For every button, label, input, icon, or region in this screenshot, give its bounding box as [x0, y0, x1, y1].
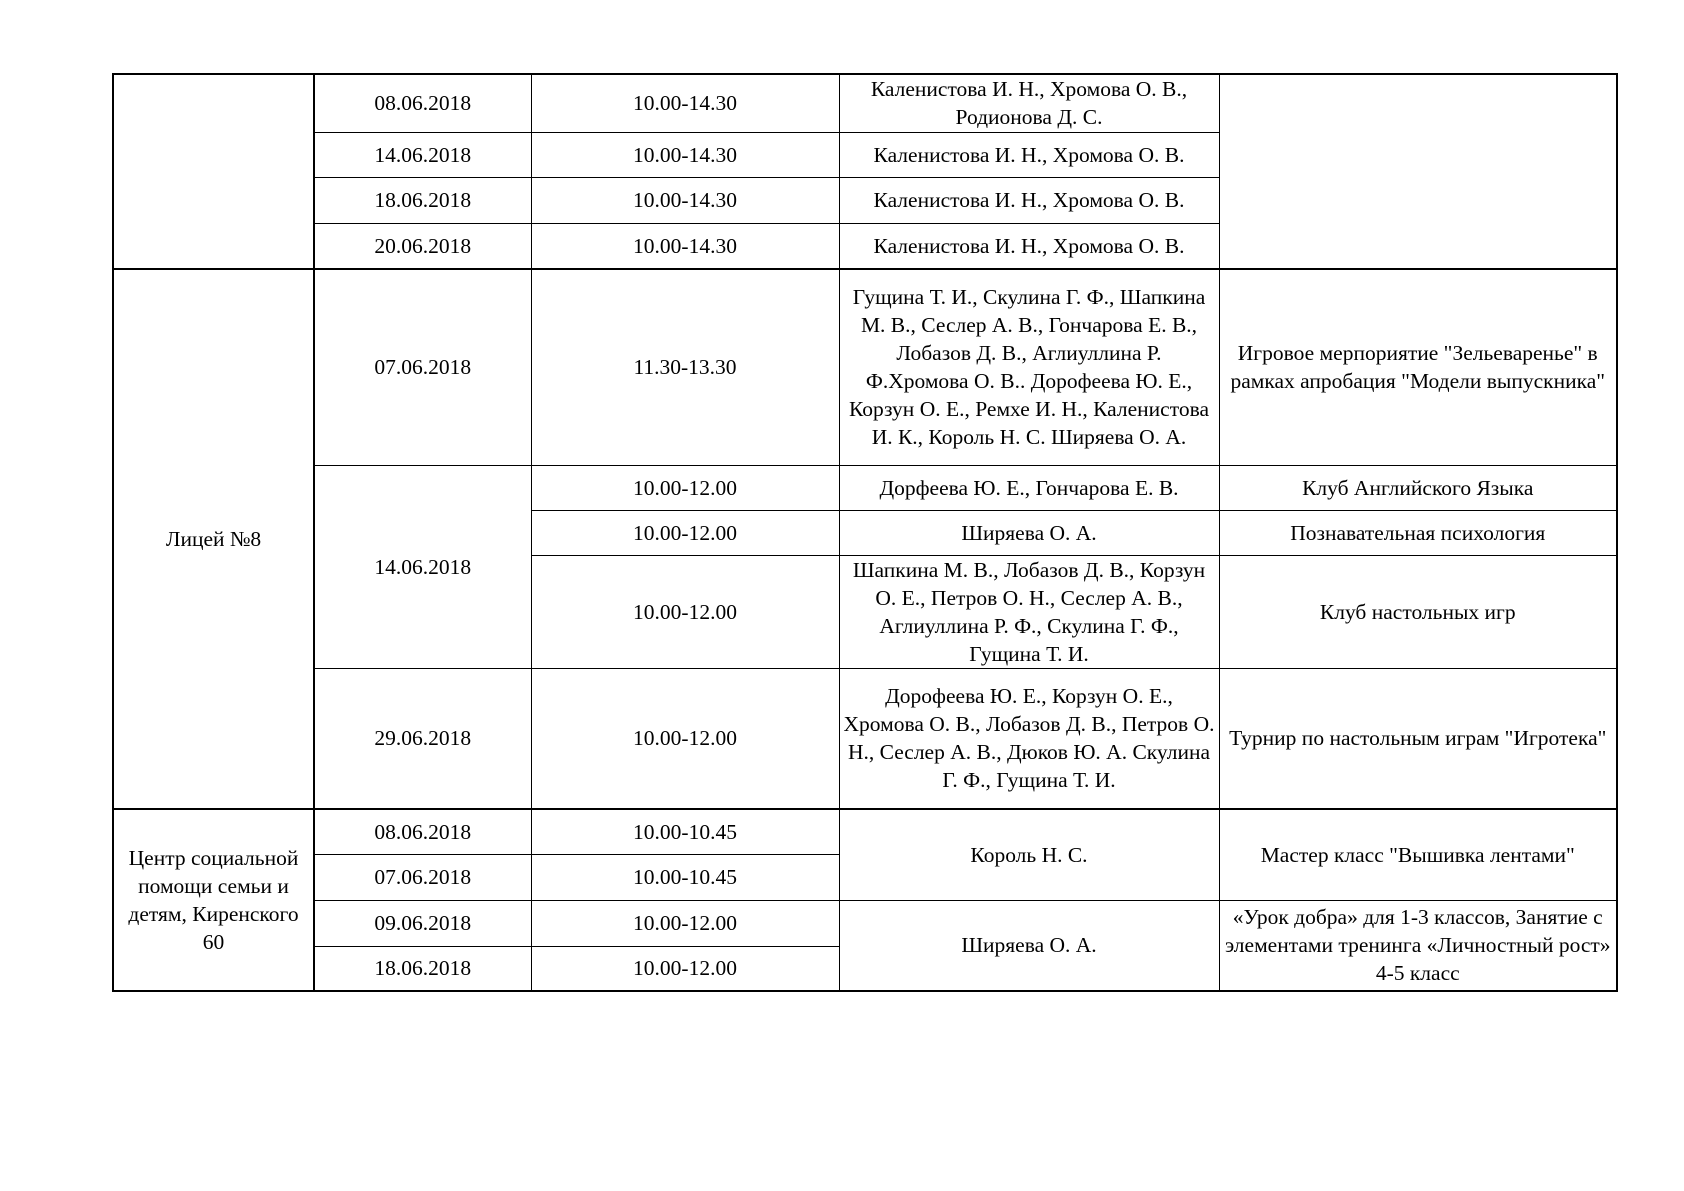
staff-cell: Гущина Т. И., Скулина Г. Ф., Шапкина М. …: [838, 268, 1220, 466]
date-cell: 14.06.2018: [313, 131, 532, 178]
time-cell: 10.00-12.00: [530, 509, 840, 556]
time-cell: 10.00-12.00: [530, 667, 840, 810]
time-cell: 10.00-12.00: [530, 899, 840, 947]
date-cell: 18.06.2018: [313, 945, 532, 992]
event-cell: Турнир по настольным играм "Игротека": [1218, 667, 1618, 810]
date-cell: 09.06.2018: [313, 899, 532, 947]
event-cell: Клуб настольных игр: [1218, 554, 1618, 669]
staff-cell: Король Н. С.: [838, 808, 1220, 901]
event-cell: Игровое мерпориятие "Зельеваренье" в рам…: [1218, 268, 1618, 466]
event-cell: Мастер класс "Вышивка лентами": [1218, 808, 1618, 901]
time-cell: 10.00-12.00: [530, 464, 840, 511]
staff-cell: Ширяева О. А.: [838, 509, 1220, 556]
staff-cell: Дорофеева Ю. Е., Корзун О. Е., Хромова О…: [838, 667, 1220, 810]
time-cell: 10.00-14.30: [530, 131, 840, 178]
event-cell: Познавательная психология: [1218, 509, 1618, 556]
venue-cell: Центр социальной помощи семьи и детям, К…: [112, 808, 315, 992]
time-cell: 10.00-12.00: [530, 945, 840, 992]
date-cell: 07.06.2018: [313, 853, 532, 901]
date-cell: 18.06.2018: [313, 176, 532, 224]
date-cell: 20.06.2018: [313, 222, 532, 270]
time-cell: 10.00-14.30: [530, 222, 840, 270]
date-cell: 07.06.2018: [313, 268, 532, 466]
schedule-table: 08.06.2018 10.00-14.30 Каленистова И. Н.…: [112, 73, 1618, 992]
staff-cell: Каленистова И. Н., Хромова О. В.: [838, 176, 1220, 224]
time-cell: 11.30-13.30: [530, 268, 840, 466]
date-cell: 14.06.2018: [313, 464, 532, 669]
time-cell: 10.00-14.30: [530, 176, 840, 224]
date-cell: 08.06.2018: [313, 808, 532, 855]
staff-cell: Шапкина М. В., Лобазов Д. В., Корзун О. …: [838, 554, 1220, 669]
time-cell: 10.00-10.45: [530, 853, 840, 901]
staff-cell: Каленистова И. Н., Хромова О. В.: [838, 222, 1220, 270]
event-cell: «Урок добра» для 1-3 классов, Занятие с …: [1218, 899, 1618, 992]
staff-cell: Каленистова И. Н., Хромова О. В.: [838, 131, 1220, 178]
venue-cell: [112, 73, 315, 270]
time-cell: 10.00-10.45: [530, 808, 840, 855]
venue-cell: Лицей №8: [112, 268, 315, 810]
staff-cell: Ширяева О. А.: [838, 899, 1220, 992]
time-cell: 10.00-12.00: [530, 554, 840, 669]
date-cell: 29.06.2018: [313, 667, 532, 810]
time-cell: 10.00-14.30: [530, 73, 840, 133]
date-cell: 08.06.2018: [313, 73, 532, 133]
event-cell: [1218, 73, 1618, 270]
staff-cell: Дорфеева Ю. Е., Гончарова Е. В.: [838, 464, 1220, 511]
staff-cell: Каленистова И. Н., Хромова О. В., Родион…: [838, 73, 1220, 133]
event-cell: Клуб Английского Языка: [1218, 464, 1618, 511]
